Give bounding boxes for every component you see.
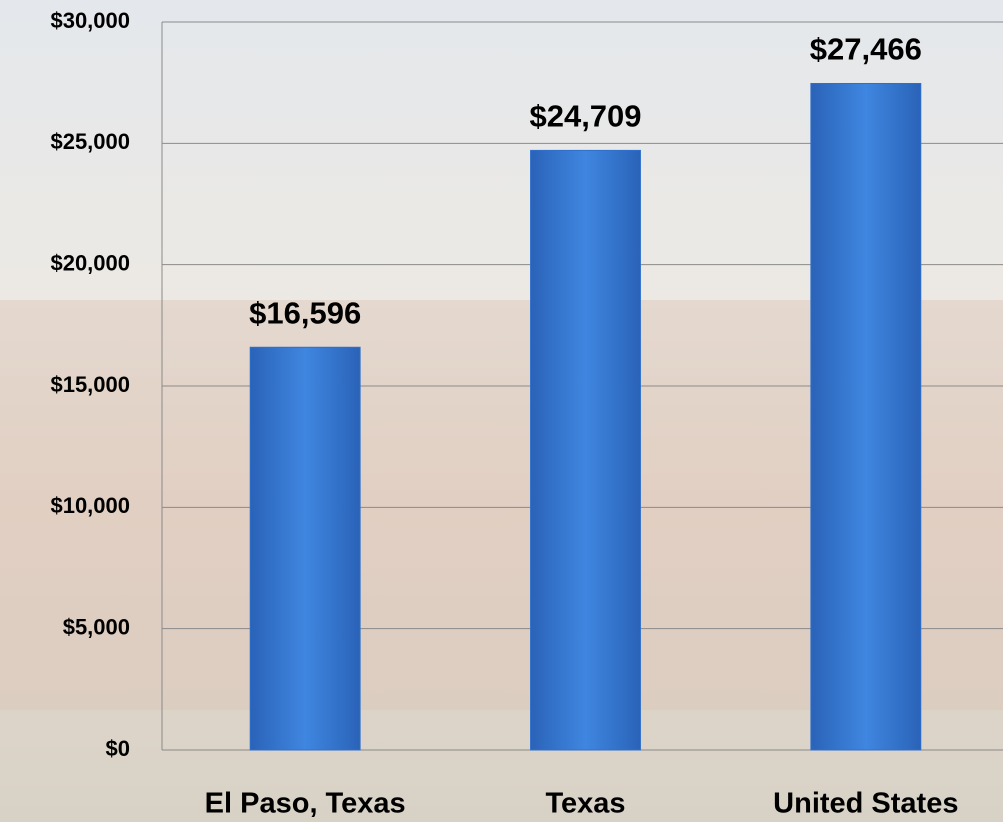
y-tick-label: $25,000 [50, 129, 130, 154]
x-tick-label: El Paso, Texas [205, 788, 406, 820]
bar [531, 150, 641, 750]
x-tick-label: Texas [545, 788, 625, 820]
y-tick-label: $30,000 [50, 8, 130, 33]
chart: $0 $5,000 $10,000 $15,000 $20,000 $25,000 $30,… [0, 0, 1003, 822]
value-label: $27,466 [810, 32, 922, 67]
x-tick-label: United States [773, 788, 958, 820]
y-tick-label: $15,000 [50, 372, 130, 397]
value-label: $16,596 [249, 295, 361, 330]
y-tick-label: $10,000 [50, 493, 130, 518]
y-tick-label: $0 [106, 736, 130, 761]
bar [250, 347, 360, 750]
y-tick-label: $5,000 [63, 614, 130, 639]
value-label: $24,709 [529, 99, 641, 134]
bar [811, 83, 921, 750]
y-tick-label: $20,000 [50, 250, 130, 275]
